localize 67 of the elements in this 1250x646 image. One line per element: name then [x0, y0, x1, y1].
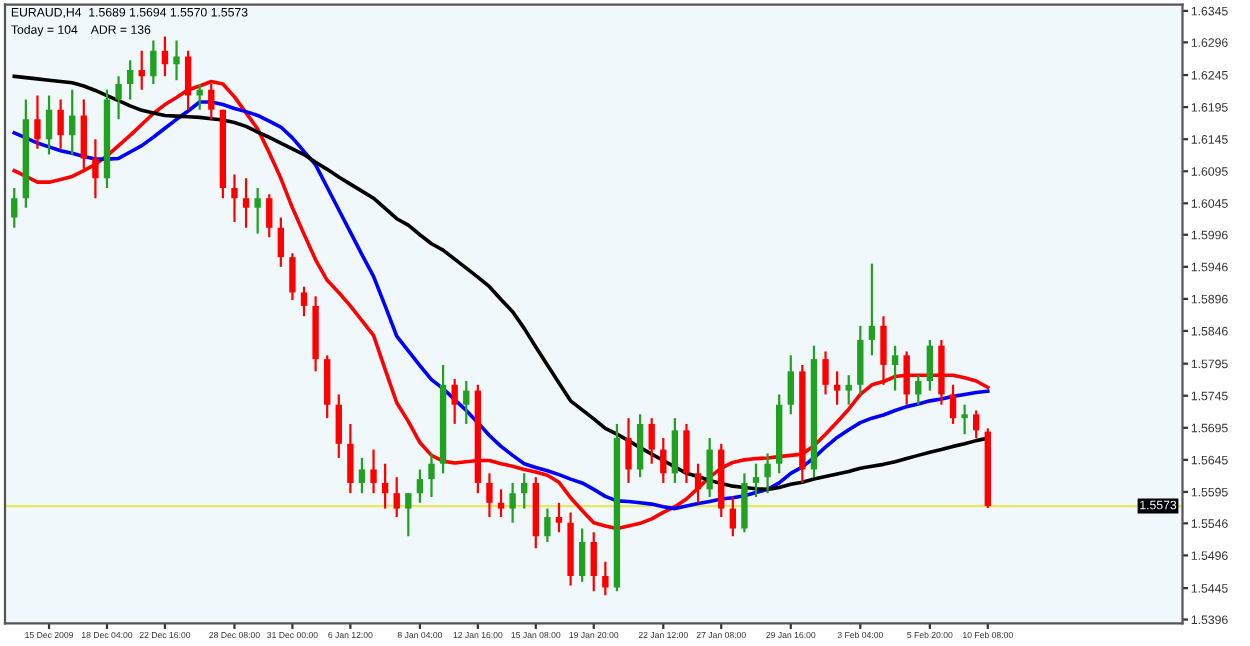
- candlestick: [752, 462, 760, 499]
- candlestick: [671, 417, 679, 485]
- candlestick: [196, 82, 203, 111]
- candlestick: [833, 370, 841, 406]
- candlestick: [80, 98, 87, 170]
- candlestick: [231, 173, 238, 224]
- candlestick: [486, 472, 493, 519]
- candlestick: [578, 527, 586, 583]
- candlestick: [451, 377, 458, 426]
- candlestick: [903, 350, 910, 406]
- candlestick: [706, 436, 713, 499]
- candlestick: [868, 262, 876, 357]
- candlestick: [822, 350, 829, 396]
- candlestick: [92, 138, 99, 200]
- candlestick: [764, 452, 771, 495]
- candlestick: [57, 98, 64, 150]
- candlestick: [787, 354, 794, 416]
- candlestick: [405, 492, 412, 538]
- candlestick: [915, 374, 922, 406]
- candlestick: [324, 354, 331, 420]
- candlestick: [636, 413, 644, 479]
- candlestick: [521, 472, 528, 510]
- candlestick: [254, 186, 261, 235]
- candlestick: [34, 94, 41, 150]
- candlestick: [358, 456, 366, 495]
- candlestick: [277, 216, 285, 268]
- candlestick: [126, 59, 134, 101]
- candlestick: [335, 393, 342, 460]
- candlestick: [150, 39, 157, 86]
- candlestick: [625, 417, 632, 485]
- candlestick: [729, 495, 737, 538]
- candlestick: [509, 481, 516, 524]
- candlestick: [370, 448, 377, 495]
- candlestick: [300, 285, 308, 318]
- candlestick: [660, 436, 667, 485]
- candlestick: [880, 315, 887, 386]
- candlestick: [497, 488, 505, 519]
- candlestick: [69, 88, 76, 156]
- candlestick: [555, 501, 563, 534]
- candlestick: [949, 383, 957, 426]
- candlestick: [381, 462, 389, 510]
- candlestick: [242, 177, 250, 229]
- candlestick: [289, 252, 296, 302]
- candlestick: [266, 193, 273, 239]
- candlestick: [428, 452, 435, 499]
- candlestick: [845, 374, 852, 406]
- candlestick: [961, 403, 968, 436]
- candlestick: [648, 417, 655, 465]
- candlestick: [416, 468, 424, 504]
- candlestick: [115, 75, 122, 121]
- candlestick: [891, 344, 899, 392]
- candlestick: [694, 462, 702, 504]
- candlestick: [11, 186, 18, 229]
- candlestick: [45, 94, 53, 156]
- candlestick: [463, 379, 470, 426]
- candlestick: [590, 531, 597, 593]
- candlestick: [857, 324, 864, 396]
- candlestick: [683, 422, 690, 485]
- candlestick: [926, 338, 934, 392]
- candlestick: [544, 507, 551, 544]
- candlestick: [161, 35, 169, 78]
- candlestick: [741, 472, 748, 534]
- candlestick: [602, 560, 609, 597]
- candlestick: [973, 409, 980, 440]
- candlestick: [393, 476, 400, 519]
- candlestick: [347, 422, 354, 495]
- candlestick: [173, 39, 180, 82]
